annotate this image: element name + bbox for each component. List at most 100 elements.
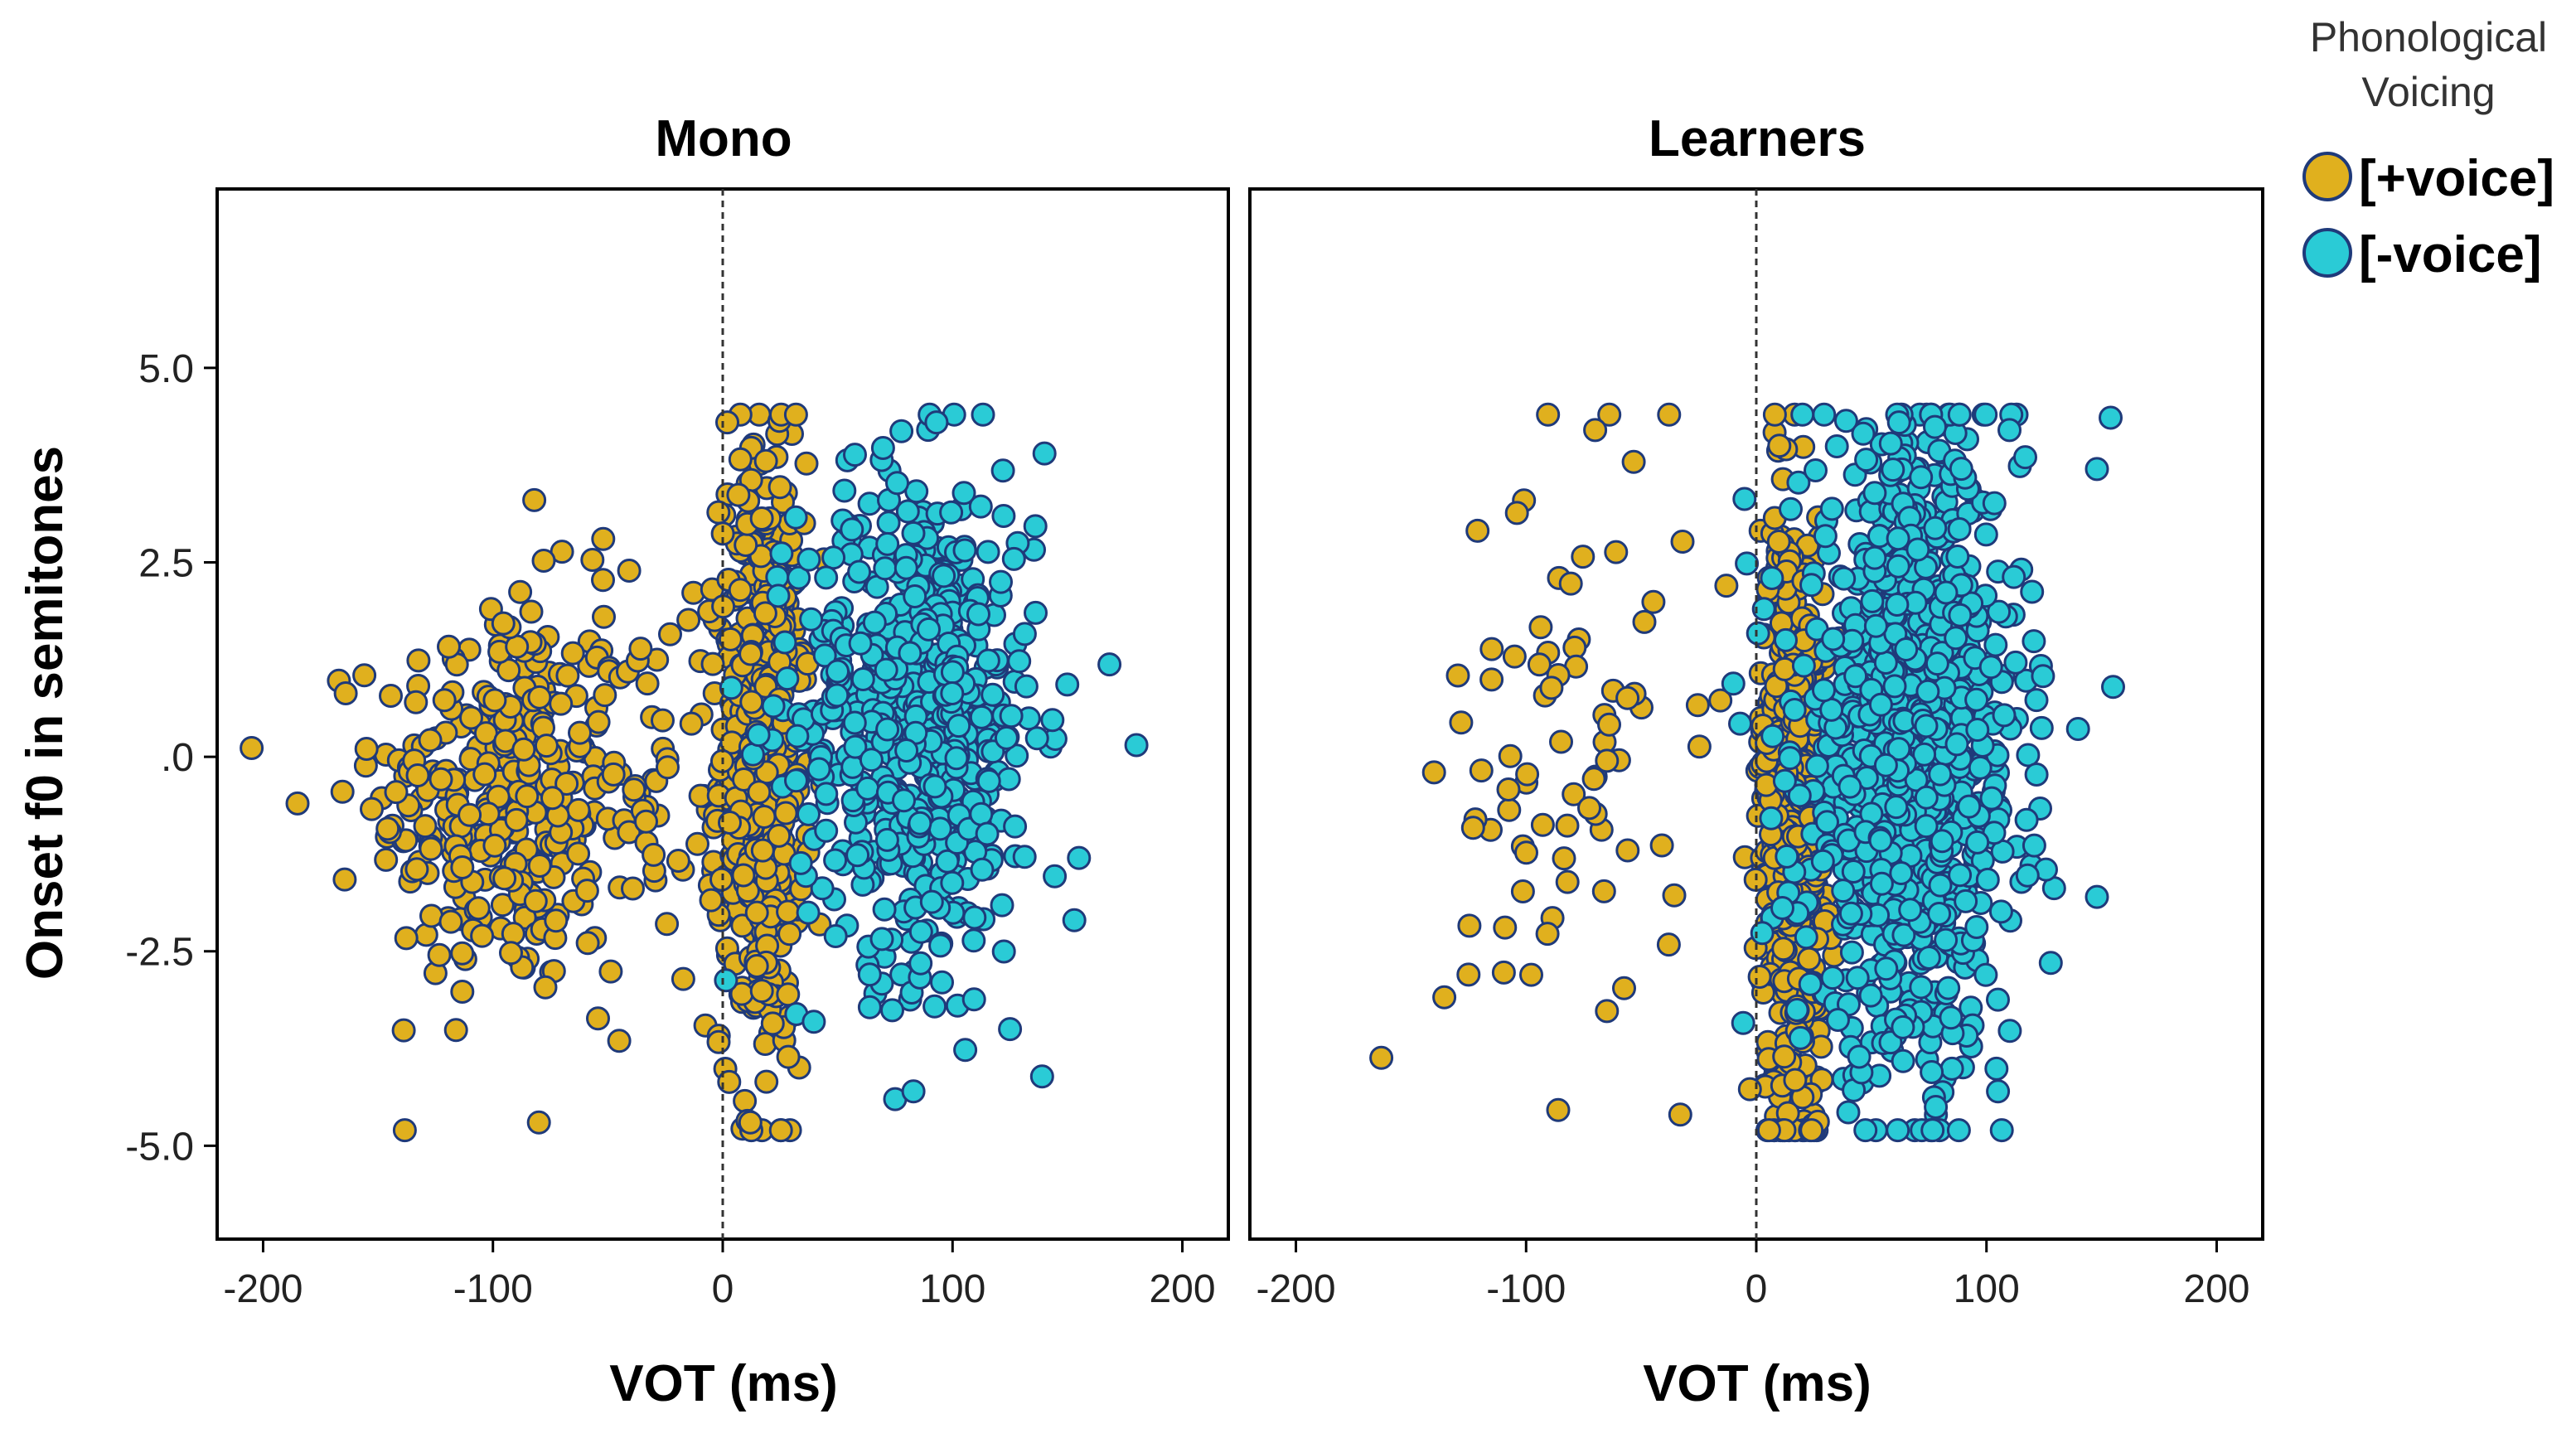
data-point-plus-voice [1515, 762, 1540, 787]
data-point-minus-voice [1831, 879, 1856, 903]
data-point-minus-voice [1988, 899, 2013, 924]
x-tick-label: 200 [2183, 1267, 2249, 1311]
data-point-plus-voice [450, 941, 475, 966]
data-point-plus-voice [418, 728, 443, 753]
data-point-minus-voice [1832, 566, 1857, 591]
data-point-minus-voice [825, 683, 850, 708]
x-tick-label: 200 [1149, 1267, 1215, 1311]
data-point-plus-voice [450, 980, 475, 1004]
data-point-minus-voice [917, 617, 941, 642]
data-point-plus-voice [459, 705, 483, 730]
data-point-minus-voice [785, 724, 810, 748]
data-point-plus-voice [523, 889, 548, 913]
data-point-minus-voice [1964, 915, 1989, 939]
x-tick-label: 0 [1746, 1267, 1768, 1311]
data-point-plus-voice [738, 642, 763, 666]
data-point-plus-voice [526, 1110, 551, 1135]
data-point-minus-voice [1851, 421, 1876, 446]
data-point-minus-voice [1978, 655, 2003, 680]
data-point-minus-voice [797, 801, 821, 826]
data-point-plus-voice [768, 1118, 793, 1143]
data-point-minus-voice [1982, 491, 2007, 516]
data-point-plus-voice [1552, 846, 1576, 871]
data-point-minus-voice [1751, 597, 1776, 622]
data-point-minus-voice [1983, 632, 2008, 657]
data-point-minus-voice [1894, 637, 1919, 661]
data-point-plus-voice [1558, 571, 1583, 596]
panel-learners: Learners -200 -100 0 100 200 VOT (ms) [1248, 110, 2264, 1412]
data-point-plus-voice [360, 797, 384, 821]
data-point-plus-voice [601, 762, 626, 787]
data-point-plus-voice [676, 608, 701, 632]
data-point-minus-voice [976, 540, 1000, 564]
data-point-minus-voice [1007, 649, 1032, 674]
data-point-minus-voice [953, 1038, 978, 1063]
data-point-minus-voice [810, 876, 835, 901]
data-point-plus-voice [1456, 962, 1481, 987]
data-point-minus-voice [842, 710, 867, 735]
data-point-plus-voice [1766, 530, 1791, 554]
data-point-minus-voice [766, 583, 791, 608]
data-point-plus-voice [718, 811, 742, 835]
data-point-minus-voice [1923, 516, 1948, 540]
data-point-minus-voice [788, 850, 813, 875]
data-point-minus-voice [1997, 1019, 2022, 1044]
data-point-minus-voice [2002, 564, 2026, 589]
data-point-plus-voice [617, 820, 642, 845]
data-point-minus-voice [1909, 975, 1934, 1000]
data-point-minus-voice [1891, 922, 1916, 947]
data-point-minus-voice [796, 900, 821, 925]
data-point-plus-voice [544, 908, 569, 933]
data-point-minus-voice [1860, 588, 1885, 613]
data-point-minus-voice [1934, 580, 1959, 605]
data-point-plus-voice [1457, 913, 1482, 938]
data-point-minus-voice [826, 659, 850, 684]
data-point-minus-voice [847, 559, 872, 584]
data-point-minus-voice [922, 994, 947, 1019]
data-point-plus-voice [519, 599, 544, 624]
data-point-plus-voice [738, 1110, 763, 1135]
data-point-plus-voice [1502, 644, 1527, 669]
data-point-plus-voice [574, 879, 599, 903]
data-point-minus-voice [1939, 1056, 1964, 1081]
data-point-plus-voice [749, 979, 774, 1004]
data-point-minus-voice [1841, 860, 1866, 884]
data-point-minus-voice [784, 768, 808, 793]
data-point-minus-voice [1915, 679, 1940, 704]
data-point-plus-voice [482, 833, 507, 858]
y-tick-label: -5.0 [125, 1125, 194, 1169]
data-point-plus-voice [777, 922, 802, 947]
data-point-minus-voice [885, 471, 909, 496]
data-point-minus-voice [1782, 698, 1807, 722]
data-point-plus-voice [586, 709, 611, 734]
data-point-plus-voice [379, 684, 403, 708]
data-point-minus-voice [2029, 715, 2054, 740]
data-point-plus-voice [330, 779, 355, 804]
data-point-minus-voice [1944, 732, 1969, 757]
data-point-minus-voice [1905, 537, 1930, 562]
data-point-minus-voice [1989, 1118, 2014, 1143]
data-point-minus-voice [989, 569, 1013, 594]
data-point-plus-voice [580, 548, 605, 572]
data-point-minus-voice [1774, 627, 1798, 652]
data-point-plus-voice [1595, 748, 1620, 773]
data-point-plus-voice [1708, 688, 1733, 713]
data-point-minus-voice [874, 657, 898, 682]
data-point-plus-voice [384, 780, 409, 805]
data-point-minus-voice [740, 742, 765, 767]
data-point-plus-voice [1762, 402, 1787, 427]
data-point-plus-voice [575, 931, 600, 956]
data-point-minus-voice [869, 927, 894, 952]
data-point-minus-voice [1965, 718, 1990, 742]
data-point-minus-voice [1898, 898, 1923, 922]
data-point-plus-voice [739, 690, 764, 714]
data-point-minus-voice [2022, 629, 2046, 654]
data-point-plus-voice [773, 801, 798, 826]
data-point-plus-voice [598, 959, 623, 984]
data-point-minus-voice [859, 748, 884, 772]
data-point-plus-voice [374, 847, 399, 872]
data-point-minus-voice [1957, 794, 1982, 819]
data-point-plus-voice [591, 526, 616, 551]
data-point-minus-voice [1948, 603, 1973, 627]
data-point-minus-voice [1062, 908, 1087, 932]
